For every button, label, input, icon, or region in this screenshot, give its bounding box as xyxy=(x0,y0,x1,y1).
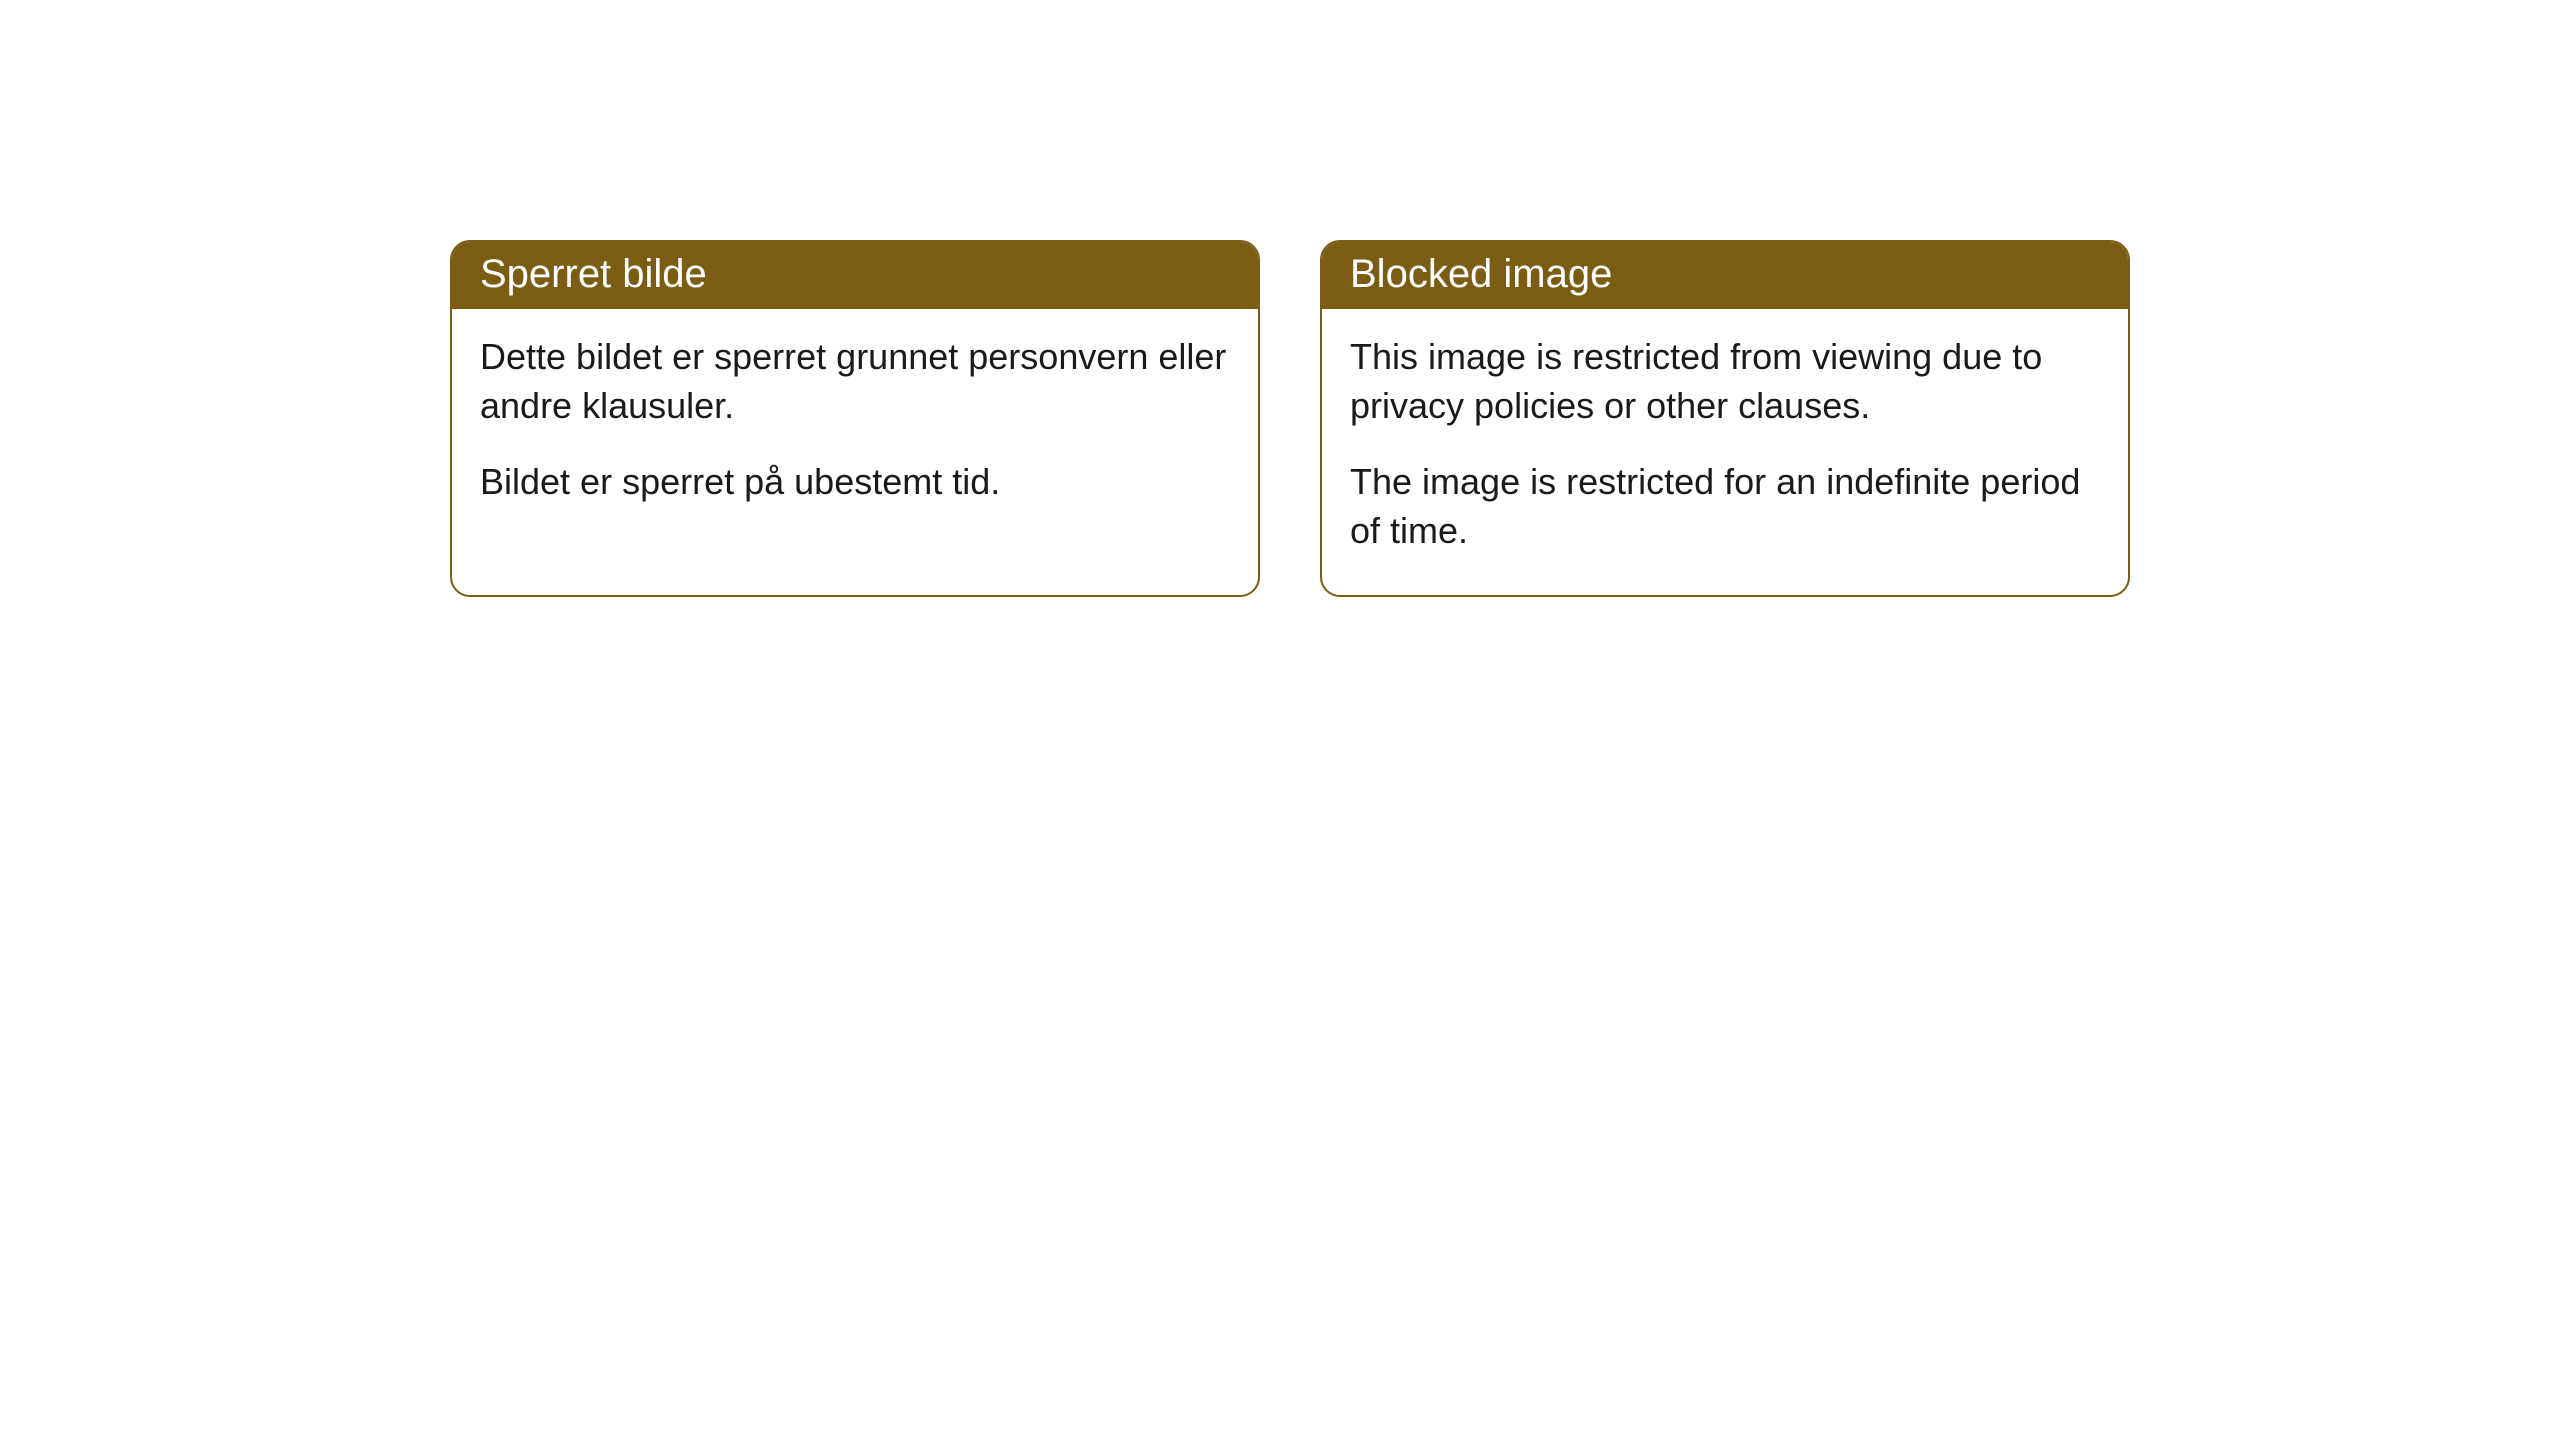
card-paragraph: This image is restricted from viewing du… xyxy=(1350,333,2100,430)
card-norwegian: Sperret bilde Dette bildet er sperret gr… xyxy=(450,240,1260,597)
card-paragraph: The image is restricted for an indefinit… xyxy=(1350,458,2100,555)
card-header-text: Sperret bilde xyxy=(480,252,707,296)
card-header-english: Blocked image xyxy=(1322,242,2128,309)
card-paragraph: Bildet er sperret på ubestemt tid. xyxy=(480,458,1230,507)
card-header-norwegian: Sperret bilde xyxy=(452,242,1258,309)
card-paragraph: Dette bildet er sperret grunnet personve… xyxy=(480,333,1230,430)
card-body-english: This image is restricted from viewing du… xyxy=(1322,309,2128,595)
card-header-text: Blocked image xyxy=(1350,252,1612,296)
cards-container: Sperret bilde Dette bildet er sperret gr… xyxy=(450,240,2130,597)
card-english: Blocked image This image is restricted f… xyxy=(1320,240,2130,597)
card-body-norwegian: Dette bildet er sperret grunnet personve… xyxy=(452,309,1258,547)
